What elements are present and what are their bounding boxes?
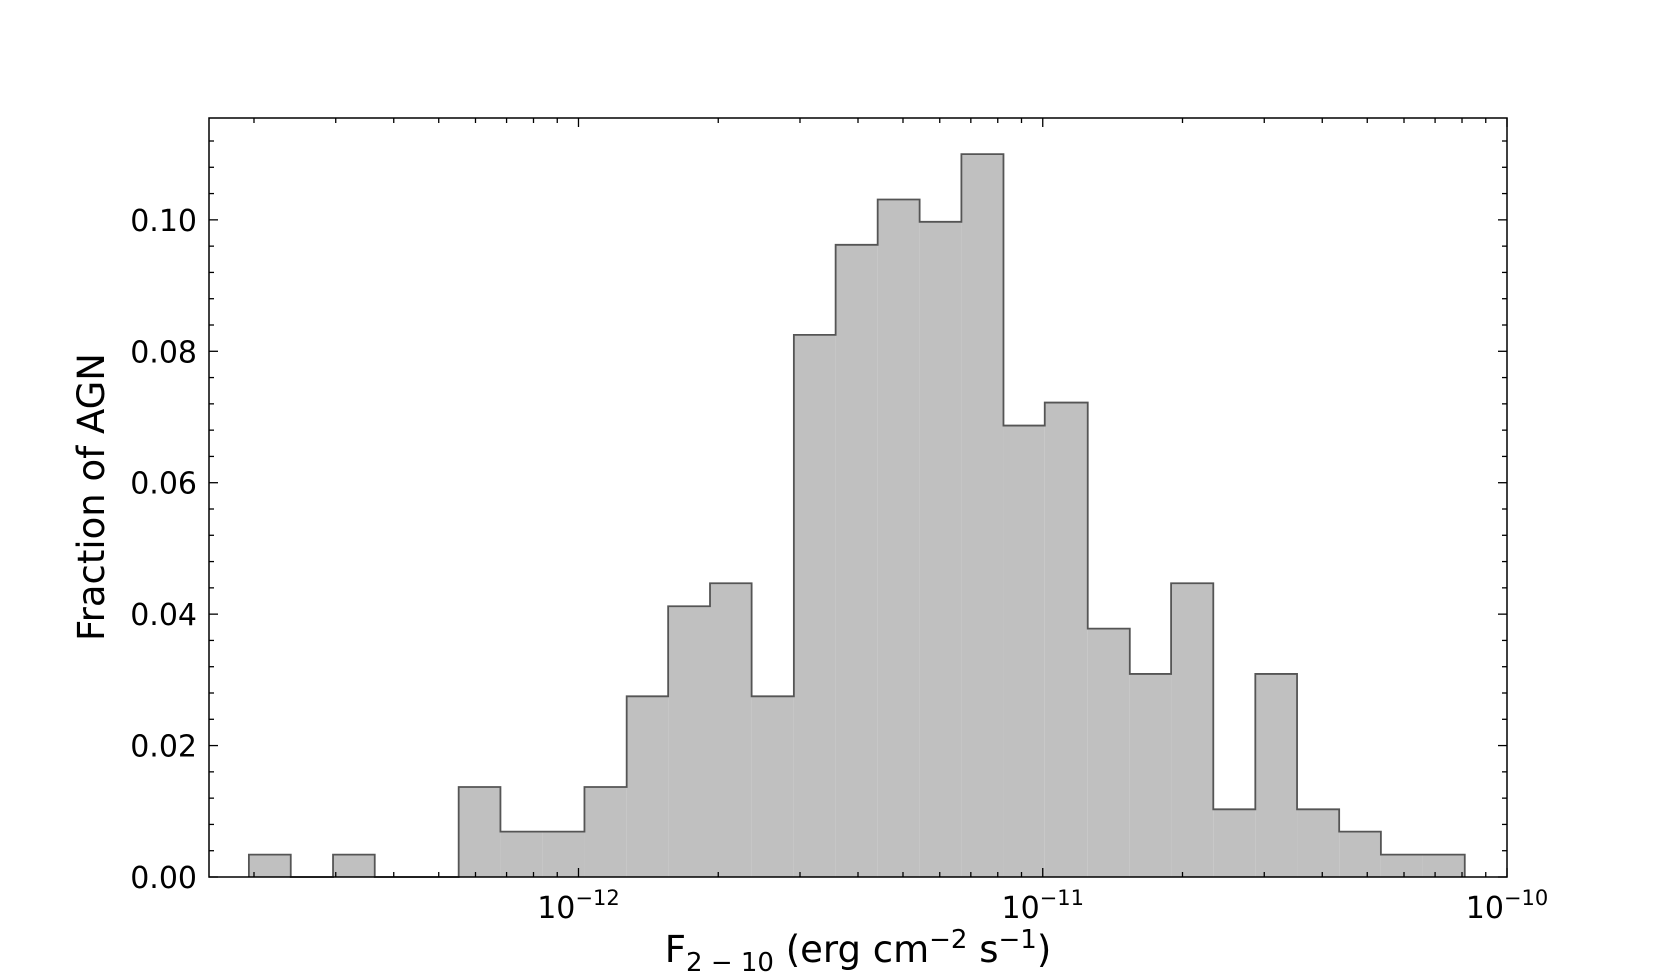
x-tick-label: 10−11 [1001, 886, 1084, 926]
x-axis-label-main: F [665, 928, 686, 971]
histogram-bar [542, 831, 585, 877]
histogram-step-outline [247, 153, 1466, 878]
histogram-bar [1087, 628, 1130, 877]
histogram-bar [1129, 673, 1172, 877]
histogram-bar [1422, 854, 1465, 877]
y-axis-label: Fraction of AGN [70, 353, 113, 641]
y-tick-label: 0.04 [130, 598, 197, 633]
histogram-bar [710, 583, 752, 877]
histogram-bar [1255, 673, 1298, 877]
histogram-bar [500, 831, 543, 877]
histogram-bar [1171, 583, 1214, 877]
x-tick-label: 10−10 [1466, 886, 1549, 926]
histogram-bar [626, 696, 669, 877]
x-axis-label: F2 − 10 (erg cm−2 s−1) [665, 925, 1052, 977]
x-tick-label: 10−12 [537, 886, 620, 926]
histogram-bar [961, 154, 1004, 877]
x-axis-label-units-close: ) [1037, 928, 1051, 971]
y-tick-label: 0.10 [130, 204, 197, 239]
y-tick-label: 0.00 [130, 861, 197, 896]
histogram-bars [247, 153, 1466, 878]
histogram-bar [1213, 809, 1256, 877]
y-tick-label: 0.06 [130, 467, 197, 502]
histogram-bar [584, 786, 627, 877]
x-axis-label-exponent-1: −2 [929, 925, 967, 955]
x-axis-label-units-open: (erg cm [774, 928, 929, 971]
histogram-bar [668, 606, 711, 877]
histogram-bar [248, 854, 291, 877]
histogram-bar [333, 854, 375, 877]
histogram-bar [1339, 831, 1381, 877]
histogram-bar [919, 221, 962, 877]
histogram-bar [793, 334, 836, 877]
histogram-bar [1044, 402, 1088, 877]
x-axis-label-units-mid: s [967, 928, 998, 971]
histogram-bar [751, 696, 794, 877]
x-axis-label-exponent-2: −1 [999, 925, 1037, 955]
axis-ticks [209, 118, 1508, 878]
histogram-bar [1297, 809, 1340, 877]
axis-tick-labels: 0.00 0.02 0.04 0.06 0.08 0.10 10−12 10−11 10−10 [130, 204, 1548, 926]
histogram-bar [1380, 854, 1423, 877]
histogram-bar [877, 199, 920, 878]
histogram-bar [458, 786, 501, 877]
y-tick-label: 0.02 [130, 730, 197, 765]
y-tick-label: 0.08 [130, 335, 197, 370]
x-axis-label-subscript: 2 − 10 [686, 948, 774, 977]
histogram-bar [1003, 425, 1045, 877]
histogram-bar [835, 244, 878, 877]
